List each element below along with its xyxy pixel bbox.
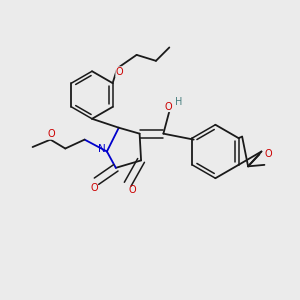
Text: O: O <box>164 102 172 112</box>
Text: N: N <box>98 144 105 154</box>
Text: O: O <box>128 184 136 194</box>
Text: O: O <box>47 129 55 139</box>
Text: O: O <box>264 149 272 159</box>
Text: H: H <box>175 97 182 107</box>
Text: O: O <box>90 183 98 193</box>
Text: O: O <box>116 67 124 77</box>
